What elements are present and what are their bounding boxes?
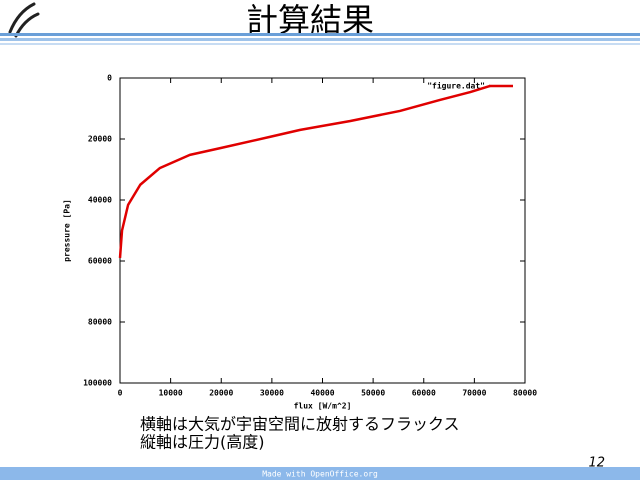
y-tick-label: 80000: [88, 318, 112, 327]
stripe: [0, 43, 640, 45]
stripe: [0, 33, 640, 36]
chart-background: [57, 69, 539, 411]
caption: 縦軸は圧力(高度): [140, 433, 265, 452]
footer: Made with OpenOffice.org: [262, 470, 378, 479]
x-tick-label: 20000: [209, 389, 233, 398]
y-tick-label: 60000: [88, 257, 112, 266]
stripe: [0, 38, 640, 41]
footer-bar: [0, 467, 640, 480]
y-tick-label: 20000: [88, 135, 112, 144]
x-tick-label: 10000: [159, 389, 183, 398]
x-tick-label: 0: [118, 389, 123, 398]
x-tick-label: 70000: [462, 389, 486, 398]
caption: 横軸は大気が宇宙空間に放射するフラックス: [140, 415, 460, 434]
logo: [8, 2, 40, 38]
data-line: [118, 84, 491, 259]
y-tick-label: 0: [107, 74, 112, 83]
x-tick-label: 80000: [513, 389, 537, 398]
x-axis-label: flux [W/m^2]: [294, 402, 352, 411]
chart: 0 10000 20000 30000 40000 50000 60000 70000 8000…: [57, 69, 539, 411]
legend-label: "figure.dat": [427, 81, 485, 91]
x-tick-label: 30000: [260, 389, 284, 398]
slide-title: 計算結果: [246, 1, 374, 39]
x-tick-label: 40000: [310, 389, 334, 398]
page-number: 12: [588, 456, 605, 471]
x-tick-label: 60000: [412, 389, 436, 398]
x-tick-label: 50000: [361, 389, 385, 398]
y-tick-label: 40000: [88, 196, 112, 205]
y-tick-label: 100000: [83, 379, 112, 388]
y-axis-label: pressure [Pa]: [63, 199, 72, 262]
